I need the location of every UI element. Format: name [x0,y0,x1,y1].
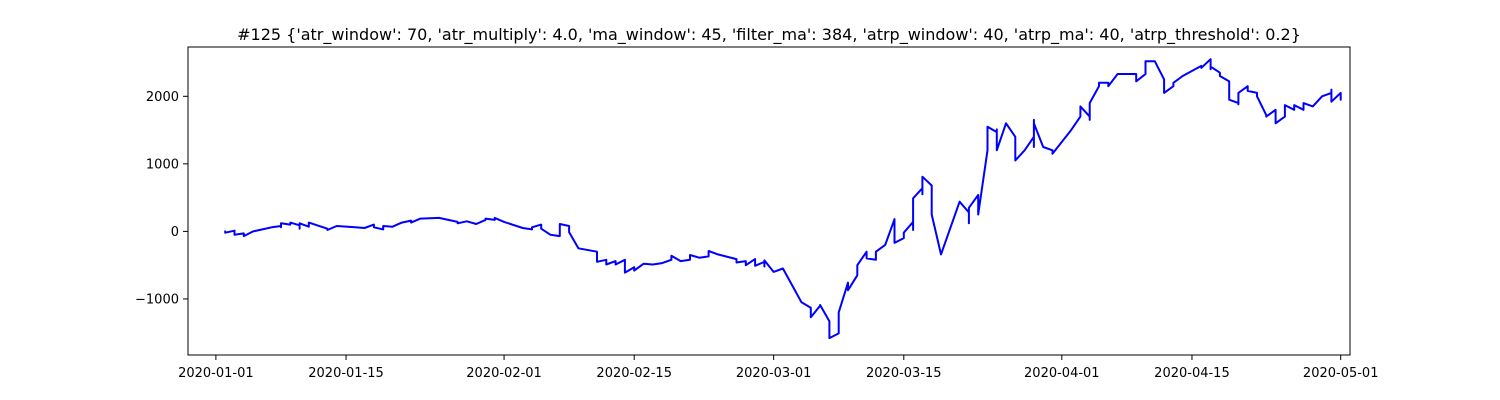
x-tick-label: 2020-02-15 [596,366,672,381]
plot-area [224,58,1342,340]
axes-frame [187,46,1351,356]
series-line-0 [224,58,1342,340]
x-tick-label: 2020-05-01 [1303,366,1379,381]
y-axis: −1000 0 1000 2000 [135,90,188,307]
x-tick-label: 2020-04-01 [1024,366,1100,381]
y-tick-label: 2000 [146,90,179,105]
x-tick-label: 2020-01-15 [308,366,384,381]
x-axis: 2020-01-01 2020-01-15 2020-02-01 2020-02-15… [178,355,1378,381]
x-tick-label: 2020-03-15 [866,366,942,381]
chart-title: #125 {'atr_window': 70, 'atr_multiply': … [237,25,1301,45]
y-tick-label: 0 [171,225,179,240]
x-tick-label: 2020-01-01 [178,366,254,381]
y-tick-label: −1000 [135,292,179,307]
x-tick-label: 2020-02-01 [466,366,542,381]
x-tick-label: 2020-03-01 [736,366,812,381]
y-tick-label: 1000 [146,157,179,172]
x-tick-label: 2020-04-15 [1154,366,1230,381]
